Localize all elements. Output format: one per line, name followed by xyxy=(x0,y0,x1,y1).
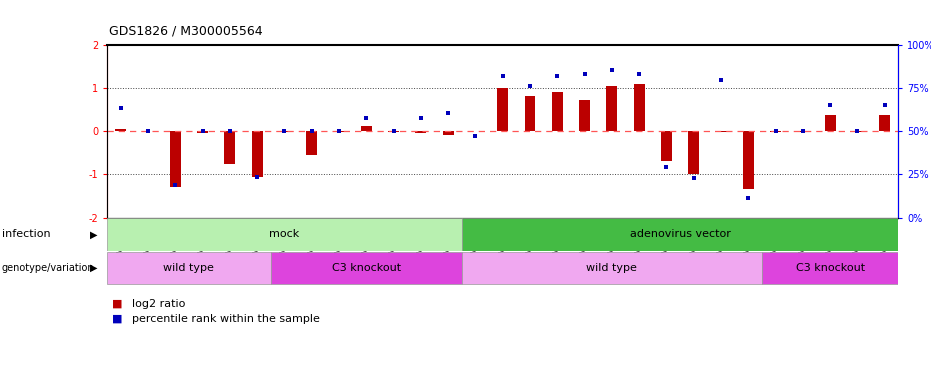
Text: C3 knockout: C3 knockout xyxy=(796,263,865,273)
Bar xyxy=(306,131,317,155)
Bar xyxy=(606,86,617,131)
Text: mock: mock xyxy=(269,230,300,239)
Bar xyxy=(462,252,762,284)
Bar xyxy=(443,131,453,135)
Bar xyxy=(770,131,781,132)
Bar xyxy=(716,131,726,132)
Bar xyxy=(107,218,462,250)
Bar xyxy=(279,131,290,132)
Text: GDS1826 / M300005564: GDS1826 / M300005564 xyxy=(109,24,263,38)
Bar xyxy=(524,96,535,131)
Bar xyxy=(798,131,808,132)
Bar xyxy=(688,131,699,174)
Bar xyxy=(388,131,399,132)
Bar xyxy=(197,131,208,134)
Bar xyxy=(579,100,590,131)
Text: adenovirus vector: adenovirus vector xyxy=(629,230,731,239)
Text: log2 ratio: log2 ratio xyxy=(132,299,185,309)
Bar xyxy=(115,129,127,131)
Bar xyxy=(224,131,236,164)
Bar xyxy=(852,131,863,132)
Bar xyxy=(271,252,462,284)
Bar xyxy=(462,218,898,250)
Bar xyxy=(415,131,426,134)
Bar xyxy=(107,252,271,284)
Text: ■: ■ xyxy=(112,314,122,324)
Bar xyxy=(825,115,836,131)
Bar xyxy=(762,252,898,284)
Text: ▶: ▶ xyxy=(90,230,98,239)
Text: ■: ■ xyxy=(112,299,122,309)
Bar xyxy=(497,88,508,131)
Bar xyxy=(169,131,181,188)
Bar xyxy=(743,131,754,189)
Text: ▶: ▶ xyxy=(90,263,98,273)
Text: percentile rank within the sample: percentile rank within the sample xyxy=(132,314,320,324)
Bar xyxy=(251,131,263,177)
Bar xyxy=(361,126,371,131)
Bar xyxy=(634,84,644,131)
Text: infection: infection xyxy=(2,230,50,239)
Text: genotype/variation: genotype/variation xyxy=(2,263,94,273)
Bar xyxy=(661,131,672,160)
Text: C3 knockout: C3 knockout xyxy=(331,263,401,273)
Text: wild type: wild type xyxy=(587,263,638,273)
Bar xyxy=(333,131,344,132)
Text: wild type: wild type xyxy=(164,263,214,273)
Bar xyxy=(552,92,562,131)
Bar xyxy=(879,115,890,131)
